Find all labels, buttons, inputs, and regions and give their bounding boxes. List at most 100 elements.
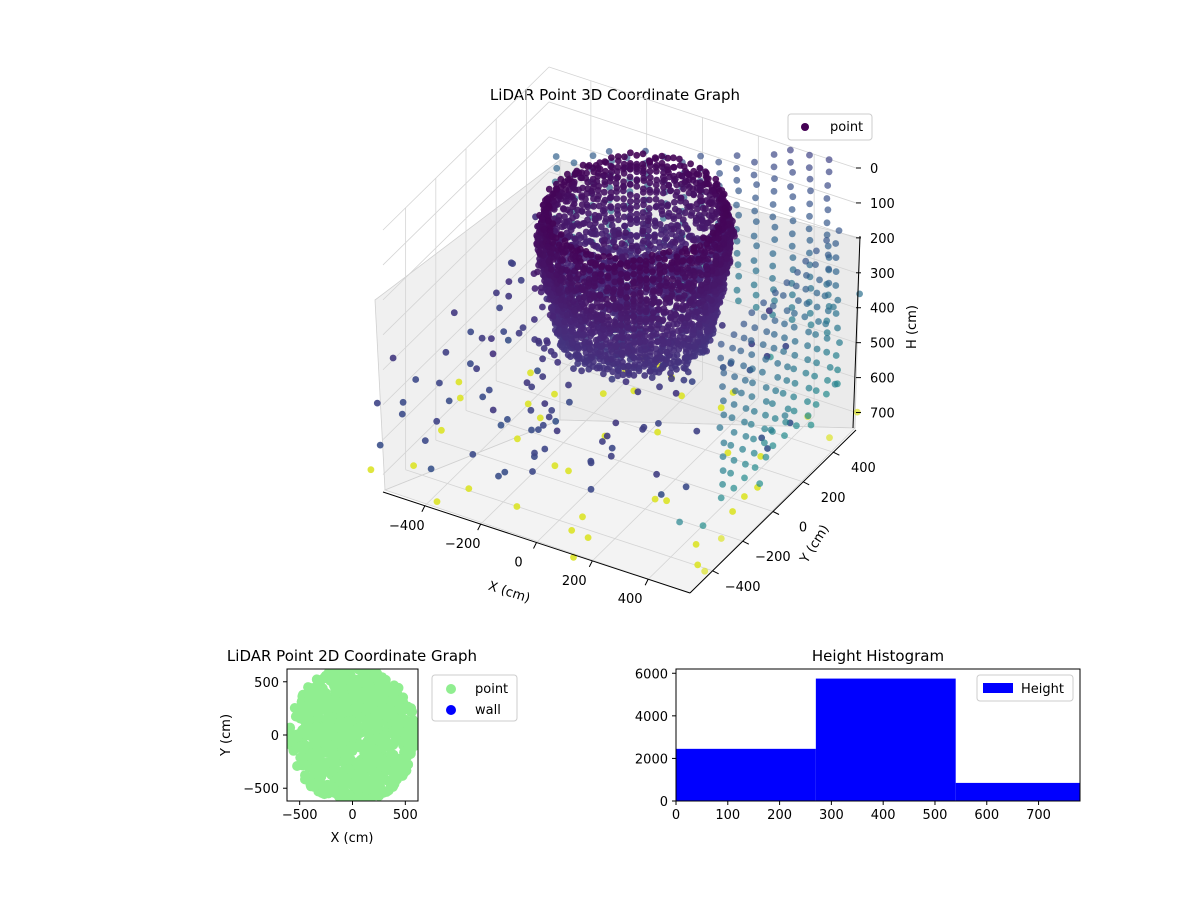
data-point: [541, 400, 549, 407]
ticks-2d: −500 0 500 500 0 −500: [243, 676, 417, 823]
data-point: [731, 373, 738, 381]
data-point: [770, 331, 778, 338]
data-point: [607, 204, 615, 212]
data-point: [622, 246, 629, 254]
data-point: [709, 229, 717, 237]
data-point: [733, 201, 740, 209]
data-point: [764, 445, 771, 452]
data-point: [662, 229, 670, 236]
hist-x-tick-label: 500: [923, 808, 948, 823]
histogram-bars: [676, 678, 1080, 801]
data-point: [578, 174, 586, 182]
data-point: [489, 350, 497, 358]
data-point: [531, 449, 538, 457]
data-point: [826, 434, 833, 442]
data-point: [548, 407, 556, 414]
data-point: [639, 425, 646, 433]
data-point: [561, 318, 569, 326]
data-point: [623, 318, 631, 326]
data-point: [559, 205, 567, 212]
data-point: [567, 285, 575, 293]
data-point: [823, 348, 831, 356]
x-tick-label: 0: [514, 556, 522, 571]
data-point: [630, 297, 637, 305]
data-point: [645, 226, 652, 234]
data-point: [312, 714, 323, 725]
data-point: [832, 268, 840, 275]
data-point: [771, 223, 779, 231]
data-point: [353, 795, 363, 801]
data-point: [681, 209, 689, 217]
data-point: [596, 276, 604, 284]
data-point: [750, 281, 758, 289]
data-point: [584, 534, 592, 541]
hist-x-tick-label: 100: [715, 808, 740, 823]
data-point: [603, 365, 611, 373]
data-point: [611, 302, 618, 310]
data-point: [806, 309, 814, 317]
data-point: [652, 195, 660, 203]
data-point: [346, 740, 357, 751]
data-point: [666, 187, 674, 195]
data-point: [611, 318, 619, 326]
data-point: [375, 773, 386, 783]
data-point: [607, 174, 615, 182]
points-3d: [367, 146, 863, 575]
data-point: [720, 397, 727, 405]
data-point: [610, 264, 618, 272]
data-point: [642, 325, 650, 332]
data-point: [678, 229, 686, 237]
data-point: [630, 263, 637, 271]
data-point: [733, 165, 740, 172]
data-point: [529, 468, 536, 475]
data-point: [674, 265, 682, 273]
data-point: [618, 342, 626, 349]
data-point: [732, 387, 739, 395]
data-point: [663, 348, 671, 356]
data-point: [617, 289, 624, 297]
data-point: [513, 503, 521, 510]
data-point: [646, 174, 654, 182]
data-point: [614, 210, 622, 218]
data-point: [639, 160, 647, 168]
data-point: [572, 335, 580, 342]
data-point: [587, 459, 595, 467]
data-point: [750, 257, 758, 264]
data-point: [647, 340, 655, 348]
data-point: [405, 748, 416, 759]
data-point: [670, 164, 677, 171]
data-point: [599, 438, 606, 445]
data-point: [719, 219, 727, 227]
data-point: [553, 185, 561, 193]
data-point: [620, 213, 628, 221]
data-point: [539, 355, 546, 363]
data-point: [765, 307, 773, 315]
data-point: [587, 313, 594, 320]
data-point: [551, 351, 558, 359]
data-point: [783, 279, 791, 287]
data-point: [804, 342, 811, 350]
data-point: [680, 163, 688, 171]
data-point: [761, 425, 769, 433]
data-point: [663, 279, 671, 286]
data-point: [741, 418, 748, 426]
z-tick-label: 400: [870, 302, 895, 317]
data-point: [834, 324, 841, 332]
grid-line: [647, 415, 815, 580]
legend-3d-label: point: [830, 120, 863, 135]
data-point: [805, 225, 813, 233]
data-point: [612, 343, 620, 350]
data-point: [630, 354, 638, 362]
data-point: [684, 327, 691, 334]
data-point: [433, 498, 441, 505]
data-point: [788, 304, 796, 311]
data-point: [330, 685, 341, 696]
hist-x-tick-label: 700: [1026, 808, 1051, 823]
data-point: [749, 365, 756, 373]
data-point: [650, 298, 658, 306]
data-point: [636, 350, 643, 357]
data-point: [517, 276, 525, 284]
data-point: [823, 335, 831, 342]
histogram-title: Height Histogram: [812, 647, 944, 665]
data-point: [320, 691, 331, 702]
